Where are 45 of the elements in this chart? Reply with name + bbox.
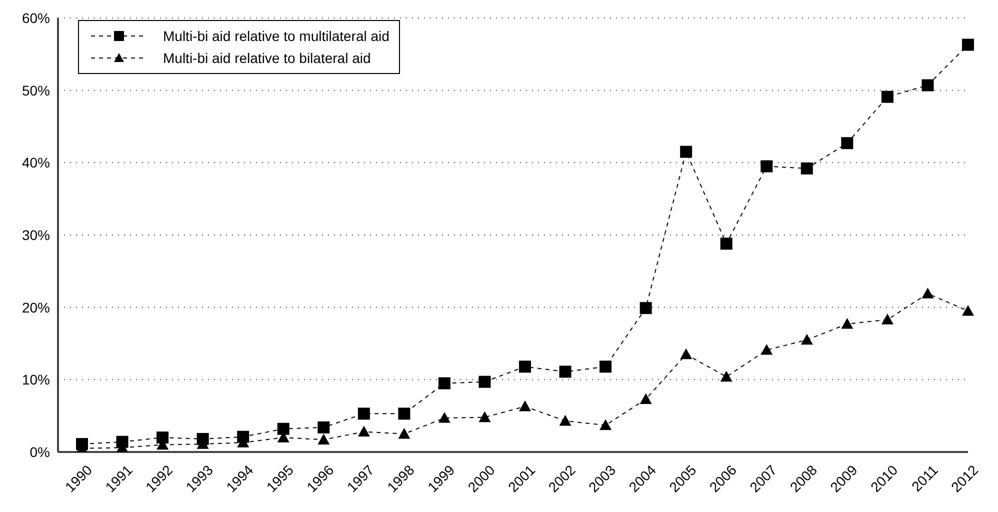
point (962, 304, 974, 316)
point (760, 160, 773, 172)
point (519, 360, 531, 373)
point (720, 370, 732, 382)
legend-label: Multi-bi aid relative to bilateral aid (163, 50, 371, 66)
y-tick-label: 50% (22, 82, 50, 98)
point (318, 434, 330, 445)
point (438, 412, 450, 423)
point (438, 377, 450, 390)
point (720, 238, 732, 250)
point (841, 318, 854, 329)
point (881, 314, 894, 324)
y-tick-label: 60% (22, 10, 50, 26)
point (922, 79, 934, 92)
point (760, 344, 773, 355)
y-tick-label: 10% (22, 372, 50, 388)
point (478, 376, 491, 388)
point (559, 366, 572, 378)
legend-label: Multi-bi aid relative to multilateral aid (163, 28, 390, 44)
point (680, 146, 692, 158)
y-tick-label: 20% (22, 299, 50, 316)
point (962, 38, 974, 51)
point (519, 400, 531, 412)
point (600, 360, 612, 373)
point (680, 348, 692, 360)
point (398, 428, 410, 439)
y-tick-label: 40% (22, 154, 50, 171)
point (600, 419, 612, 430)
point (800, 334, 813, 345)
y-tick-label: 0% (30, 444, 50, 460)
point (398, 408, 410, 420)
point (318, 421, 330, 434)
point (640, 302, 652, 314)
point (358, 426, 370, 437)
point (559, 414, 572, 426)
point (881, 90, 894, 103)
point (841, 137, 854, 150)
y-tick-label: 30% (22, 226, 50, 243)
point (640, 393, 652, 404)
point (277, 422, 290, 435)
point (156, 432, 169, 444)
point (358, 408, 370, 420)
point (922, 288, 934, 298)
point (800, 162, 813, 174)
point (478, 411, 491, 422)
